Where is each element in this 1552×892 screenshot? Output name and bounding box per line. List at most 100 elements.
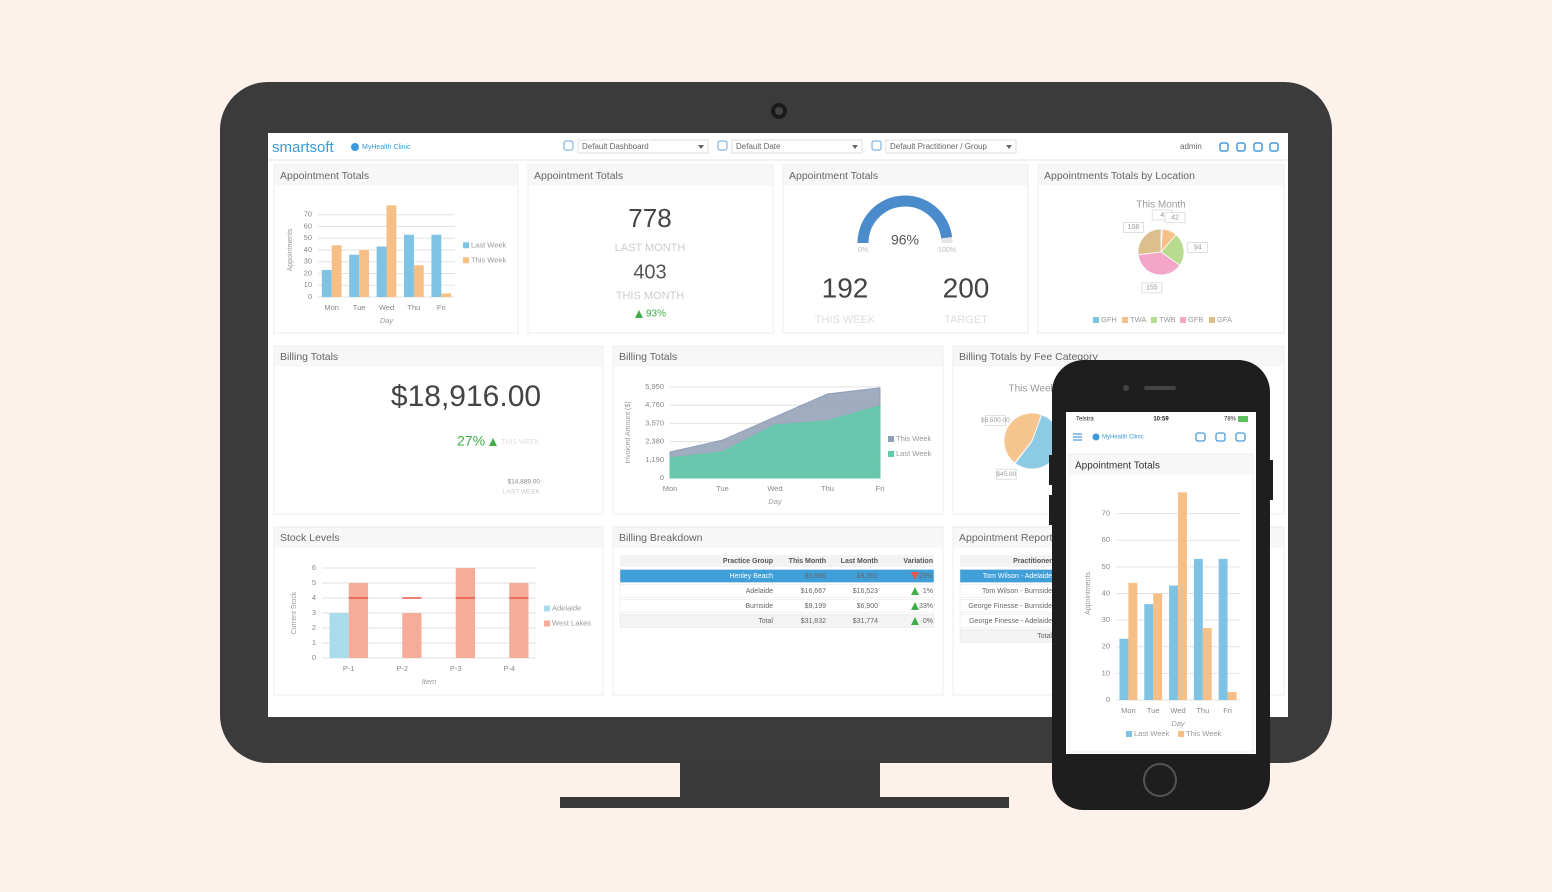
data-label-box: [1164, 212, 1186, 224]
panel-title: Appointment Totals: [534, 170, 623, 182]
kpi-change: 93%: [646, 309, 666, 320]
toolbar-icon[interactable]: [1236, 142, 1246, 152]
dropdown-caret: [698, 145, 704, 149]
x-tick-label: Wed: [767, 484, 782, 493]
clinic-icon: [351, 143, 359, 151]
bar: [1119, 638, 1129, 700]
panel-header: [783, 165, 1028, 186]
y-axis-label: Invoiced Amount ($): [625, 401, 632, 463]
trend-arrow: [489, 438, 497, 446]
kpi-value: 778: [628, 203, 671, 233]
x-tick-label: Fri: [876, 484, 885, 493]
monitor-neck: [680, 760, 880, 800]
toolbar-icon[interactable]: [1253, 142, 1263, 152]
billing-previous: $14,889.00: [507, 479, 540, 486]
kpi-value: 192: [822, 272, 869, 303]
y-tick-label: 5: [312, 578, 316, 587]
bar: [329, 613, 349, 658]
dropdown[interactable]: [577, 139, 709, 154]
billing-change: 27%: [457, 433, 485, 449]
x-tick-label: Thu: [821, 484, 834, 493]
toolbar-icon[interactable]: [1195, 432, 1206, 442]
table-header: Practitioner: [1013, 558, 1052, 565]
x-tick-label: Fri: [437, 303, 446, 312]
phone-button: [1049, 495, 1053, 525]
toolbar-icon[interactable]: [1269, 142, 1279, 152]
table-row[interactable]: [619, 584, 935, 598]
kpi-label: LAST MONTH: [615, 242, 686, 254]
panel-title: Appointment Report: [959, 532, 1052, 544]
legend-label: Last Week: [896, 449, 932, 458]
kpi-label: TARGET: [944, 314, 988, 326]
legend-swatch: [463, 257, 469, 264]
data-label: $45.00: [996, 471, 1016, 478]
y-tick-label: 0: [660, 473, 664, 482]
bar: [1128, 582, 1138, 700]
status-battery: 78%: [1224, 417, 1237, 423]
legend-label: GFB: [1188, 315, 1203, 324]
bar: [455, 568, 476, 658]
table-cell: George Finesse - Adelaide: [969, 618, 1052, 625]
y-tick-label: 1,190: [645, 455, 664, 464]
bar: [349, 254, 360, 297]
panel-title: Appointment Totals: [280, 170, 369, 182]
home-button[interactable]: [1143, 763, 1177, 797]
selected-row[interactable]: [619, 569, 935, 583]
phone-camera: [1123, 385, 1129, 391]
bar: [331, 245, 342, 297]
table-cell: $8,351: [857, 573, 879, 580]
toolbar-icon[interactable]: [1219, 142, 1229, 152]
dropdown-icon: [717, 140, 728, 151]
kpi-value: 403: [633, 261, 666, 283]
webcam-lens: [775, 107, 783, 115]
table-row[interactable]: [619, 614, 935, 628]
table-row[interactable]: [619, 599, 935, 613]
panel-title: Appointment Totals: [1075, 461, 1160, 472]
table-cell: Henley Beach: [729, 573, 773, 580]
panel-title: Billing Totals by Fee Category: [959, 351, 1098, 363]
y-tick-label: 70: [1102, 509, 1110, 518]
logo: smartsoft: [272, 139, 335, 156]
legend-label: This Week: [471, 255, 507, 264]
legend-label: This Week: [1186, 729, 1222, 738]
kpi-label: THIS MONTH: [616, 290, 684, 302]
table-header: Variation: [903, 558, 933, 565]
data-label: 4: [1160, 212, 1164, 219]
gauge-label: 96%: [891, 232, 919, 248]
trend-arrow: [911, 587, 919, 595]
x-tick-label: Wed: [1170, 706, 1185, 715]
user-name: admin: [1180, 142, 1202, 151]
legend-label: Adelaide: [552, 603, 581, 612]
table-cell: Total: [758, 618, 773, 625]
y-tick-label: 3,570: [645, 418, 664, 427]
table-header: Last Month: [841, 558, 878, 565]
y-axis-label: Appointments: [1085, 572, 1092, 615]
dropdown-caret: [1006, 145, 1012, 149]
legend-swatch: [463, 242, 469, 249]
dropdown[interactable]: [885, 139, 1017, 154]
toolbar-icon[interactable]: [1215, 432, 1226, 442]
clinic-icon: [1092, 433, 1100, 441]
phone-button: [1269, 460, 1273, 500]
legend-label: Last Week: [471, 240, 507, 249]
panel-title: Billing Breakdown: [619, 532, 703, 544]
kpi-value: 200: [943, 272, 990, 303]
billing-previous-label: LAST WEEK: [503, 489, 541, 496]
legend-swatch: [1209, 317, 1215, 323]
dropdown[interactable]: [731, 139, 863, 154]
dropdown-label: Default Dashboard: [582, 142, 649, 151]
panel-header: [528, 165, 773, 186]
x-tick-label: Mon: [1121, 706, 1136, 715]
y-tick-label: 2: [312, 623, 316, 632]
panel: [782, 164, 1029, 334]
pie-slice: [1137, 228, 1162, 256]
y-tick-label: 2,380: [645, 437, 664, 446]
table-cell: $6,900: [857, 603, 879, 610]
table-cell: Tom Wilson - Burnside: [982, 588, 1052, 595]
data-label: 155: [1146, 285, 1158, 292]
panel-title: Billing Totals: [280, 351, 338, 363]
table-cell: $16,667: [801, 588, 826, 595]
y-tick-label: 0: [312, 653, 316, 662]
y-tick-label: 6: [312, 563, 316, 572]
toolbar-icon[interactable]: [1235, 432, 1246, 442]
